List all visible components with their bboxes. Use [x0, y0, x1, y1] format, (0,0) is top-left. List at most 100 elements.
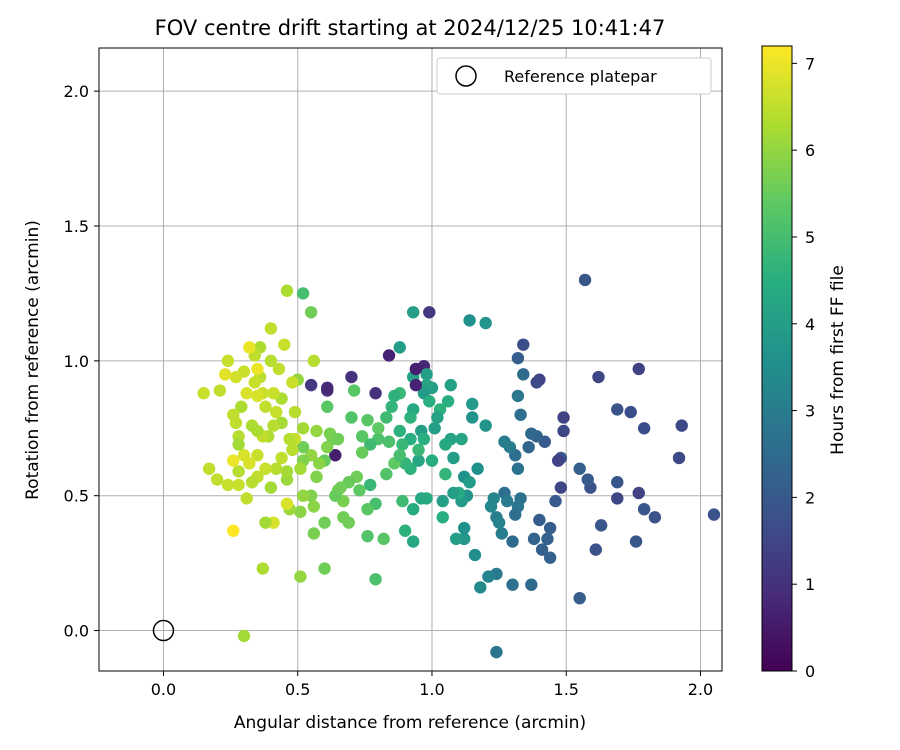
colorbar-gradient [761, 45, 793, 672]
data-point [380, 467, 393, 481]
y-tick-label: 0.0 [64, 622, 89, 641]
x-axis-label: Angular distance from reference (arcmin) [234, 713, 586, 733]
data-point [264, 481, 278, 494]
data-point [506, 578, 519, 591]
x-tick-label: 2.0 [688, 680, 713, 699]
data-point [466, 411, 479, 424]
data-point [592, 370, 605, 384]
data-point [227, 524, 240, 537]
data-point [406, 502, 420, 516]
data-point [380, 411, 393, 424]
data-point [447, 486, 460, 500]
data-point [227, 408, 240, 421]
data-point [337, 511, 350, 524]
data-point [441, 395, 455, 408]
data-point [240, 492, 253, 505]
data-point [490, 645, 503, 659]
data-point [409, 362, 423, 376]
data-point [396, 494, 409, 508]
data-point [632, 486, 645, 500]
data-point [259, 516, 272, 529]
data-point [423, 395, 436, 408]
data-point [479, 316, 492, 330]
data-point [259, 462, 272, 475]
data-point [463, 314, 476, 327]
data-point [517, 368, 530, 381]
data-point [382, 349, 396, 362]
data-point [533, 513, 546, 527]
data-point [382, 435, 396, 448]
data-point [245, 419, 259, 432]
y-tick-label: 2.0 [64, 82, 89, 101]
data-point [393, 341, 406, 354]
data-point [361, 529, 374, 543]
data-point [514, 408, 527, 421]
data-point [364, 478, 377, 492]
data-point [506, 535, 519, 548]
data-point [511, 462, 525, 475]
legend-reference-marker [455, 65, 477, 87]
data-point [455, 432, 468, 446]
legend-reference-label: Reference platepar [504, 67, 657, 86]
data-point [463, 476, 476, 489]
data-point [498, 435, 511, 448]
data-point [404, 411, 417, 424]
colorbar: 0 1 2 3 4 5 6 7 Hours from first FF file [761, 45, 848, 681]
data-point [318, 516, 331, 529]
x-axis: 0.0 0.5 1.0 1.5 2.0 [151, 671, 713, 699]
colorbar-tick-label: 3 [805, 402, 815, 421]
data-point [232, 478, 245, 492]
data-point [347, 384, 361, 397]
data-point [557, 424, 570, 438]
y-tick-label: 0.5 [64, 487, 89, 506]
x-tick-label: 0.5 [285, 680, 310, 699]
data-point [573, 462, 586, 475]
data-point [345, 370, 358, 384]
data-point [439, 467, 452, 481]
x-tick-label: 0.0 [151, 680, 176, 699]
data-point [294, 570, 307, 583]
x-tick-label: 1.5 [554, 680, 579, 699]
data-point [221, 354, 235, 368]
data-point [436, 494, 449, 508]
data-point [549, 494, 562, 508]
data-point [511, 389, 525, 403]
colorbar-ticks: 0 1 2 3 4 5 6 7 [792, 54, 815, 681]
colorbar-tick-label: 5 [805, 228, 815, 247]
data-point [396, 438, 409, 451]
data-point [286, 443, 299, 457]
legend: Reference platepar [436, 57, 712, 95]
data-point [321, 400, 334, 413]
x-tick-label: 1.0 [419, 680, 444, 699]
data-point [280, 284, 294, 297]
data-point [468, 548, 482, 562]
data-point [439, 438, 452, 451]
data-point [278, 338, 291, 351]
data-point [594, 519, 608, 532]
data-point [210, 473, 224, 486]
data-point [372, 422, 385, 435]
data-point [385, 400, 398, 413]
data-point [275, 451, 288, 465]
data-point [511, 351, 525, 365]
data-point [471, 462, 484, 475]
colorbar-label: Hours from first FF file [828, 265, 848, 455]
data-point [296, 440, 310, 454]
data-point [543, 521, 557, 535]
data-point [364, 438, 377, 451]
data-point [321, 381, 334, 395]
data-point [482, 570, 495, 583]
data-point [232, 465, 245, 478]
data-point [264, 322, 278, 335]
data-point [581, 473, 594, 486]
data-point [245, 476, 259, 489]
data-point [611, 476, 624, 489]
data-point [573, 591, 586, 605]
data-point [412, 443, 425, 457]
data-point [500, 494, 514, 508]
data-point [294, 462, 307, 475]
data-point [611, 492, 624, 505]
colorbar-tick-label: 4 [805, 315, 815, 334]
data-point [286, 376, 299, 389]
data-point [219, 368, 232, 381]
